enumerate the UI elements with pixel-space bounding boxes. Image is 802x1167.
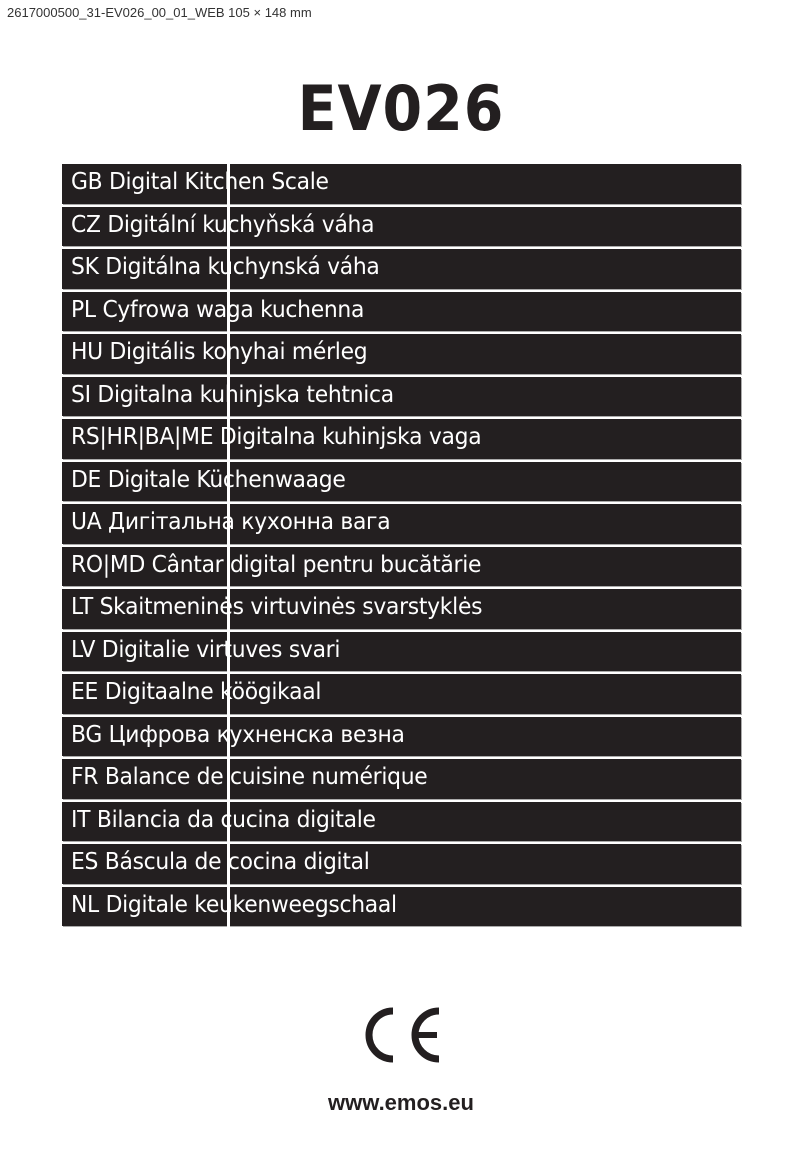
language-title: SI Digitalna kuhinjska tehtnica xyxy=(71,381,394,408)
language-row: SI Digitalna kuhinjska tehtnica xyxy=(62,376,741,416)
language-title: IT Bilancia da cucina digitale xyxy=(71,806,376,833)
language-title: LT Skaitmeninės virtuvinės svarstyklės xyxy=(71,594,483,620)
language-row: GB Digital Kitchen Scale xyxy=(62,164,741,204)
model-title: EV026 xyxy=(297,72,505,145)
language-row: ES Báscula de cocina digital xyxy=(62,844,741,884)
language-row: CZ Digitální kuchyňská váha xyxy=(62,206,741,246)
language-title: HU Digitális konyhai mérleg xyxy=(71,339,368,365)
language-title: PL Cyfrowa waga kuchenna xyxy=(71,296,365,323)
language-title: EE Digitaalne köögikaal xyxy=(71,679,322,705)
language-row: RS|HR|BA|ME Digitalna kuhinjska vaga xyxy=(62,419,741,459)
website-link[interactable]: www.emos.eu xyxy=(328,1090,474,1115)
language-row: LT Skaitmeninės virtuvinės svarstyklės xyxy=(62,589,741,629)
language-list: GB Digital Kitchen Scale CZ Digitální kuc… xyxy=(62,164,741,929)
language-title: GB Digital Kitchen Scale xyxy=(71,169,329,195)
file-info-header: 2617000500_31-EV026_00_01_WEB 105 × 148 … xyxy=(7,5,312,20)
language-row: IT Bilancia da cucina digitale xyxy=(62,801,741,841)
language-title: FR Balance de cuisine numérique xyxy=(71,764,428,790)
language-title: RO|MD Cântar digital pentru bucătărie xyxy=(71,551,482,578)
language-row: EE Digitaalne köögikaal xyxy=(62,674,741,714)
language-row: UA Дигітальна кухонна вага xyxy=(62,504,741,544)
language-title: ES Báscula de cocina digital xyxy=(71,849,370,875)
language-row: BG Цифрова кухненска везна xyxy=(62,716,741,756)
language-row: SK Digitálna kuchynská váha xyxy=(62,249,741,289)
language-title: CZ Digitální kuchyňská váha xyxy=(71,211,375,238)
language-row: HU Digitális konyhai mérleg xyxy=(62,334,741,374)
language-title: RS|HR|BA|ME Digitalna kuhinjska vaga xyxy=(71,424,482,450)
language-title: SK Digitálna kuchynská váha xyxy=(71,254,380,280)
language-row: RO|MD Cântar digital pentru bucătărie xyxy=(62,546,741,586)
language-row: FR Balance de cuisine numérique xyxy=(62,759,741,799)
language-row: DE Digitale Küchenwaage xyxy=(62,461,741,501)
vertical-divider xyxy=(227,164,230,930)
language-title: LV Digitalie virtuves svari xyxy=(71,636,341,663)
language-row: LV Digitalie virtuves svari xyxy=(62,631,741,671)
language-title: UA Дигітальна кухонна вага xyxy=(71,509,391,535)
language-title: BG Цифрова кухненска везна xyxy=(71,721,405,748)
language-row: PL Cyfrowa waga kuchenna xyxy=(62,291,741,331)
language-title: DE Digitale Küchenwaage xyxy=(71,466,346,493)
ce-mark-icon xyxy=(365,1007,440,1063)
language-row: NL Digitale keukenweegschaal xyxy=(62,886,741,926)
language-title: NL Digitale keukenweegschaal xyxy=(71,891,397,918)
